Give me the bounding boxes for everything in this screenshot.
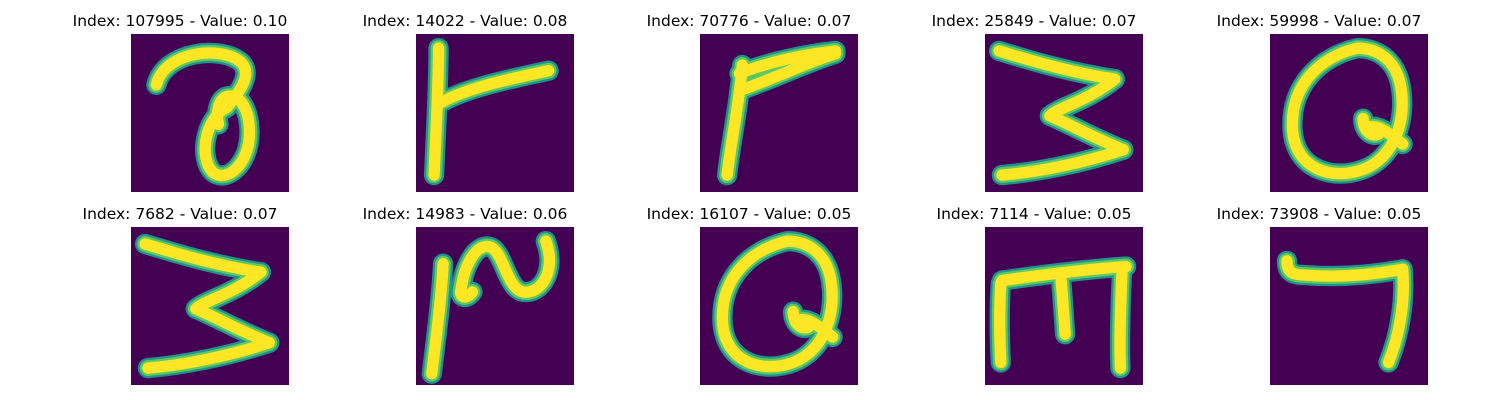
panel-title: Index: 16107 - Value: 0.05	[646, 205, 852, 223]
glyph-stroke	[431, 65, 555, 111]
glyph-stroke	[996, 144, 1129, 181]
panel-5: Index: 59998 - Value: 0.07	[1169, 0, 1469, 192]
glyph-stroke	[150, 47, 252, 113]
glyph-stroke	[199, 90, 256, 182]
digit-image	[131, 227, 289, 385]
digit-image	[416, 227, 574, 385]
panel-title: Index: 73908 - Value: 0.05	[1216, 205, 1422, 223]
digit-image	[985, 227, 1143, 385]
panel-title: Index: 14022 - Value: 0.08	[362, 12, 568, 30]
digit-image	[700, 34, 858, 192]
glyph-stroke	[1281, 255, 1409, 282]
glyph-stroke	[716, 235, 838, 373]
panel-title: Index: 7114 - Value: 0.05	[936, 205, 1132, 223]
glyph-stroke	[139, 238, 267, 278]
panel-6: Index: 7682 - Value: 0.07	[30, 193, 330, 385]
panel-title: Index: 70776 - Value: 0.07	[646, 12, 852, 30]
panel-2: Index: 14022 - Value: 0.08	[315, 0, 615, 192]
panel-title: Index: 25849 - Value: 0.07	[931, 12, 1137, 30]
digit-image	[1270, 227, 1428, 385]
panel-title: Index: 107995 - Value: 0.10	[72, 12, 288, 30]
glyph-stroke	[787, 306, 816, 334]
glyph-stroke	[733, 48, 842, 97]
panel-4: Index: 25849 - Value: 0.07	[884, 0, 1184, 192]
panel-8: Index: 16107 - Value: 0.05	[599, 193, 899, 385]
panel-1: Index: 107995 - Value: 0.10	[30, 0, 330, 192]
panel-title: Index: 14983 - Value: 0.06	[362, 205, 568, 223]
glyph-stroke	[1114, 263, 1128, 374]
glyph-stroke	[1286, 42, 1408, 180]
glyph-stroke	[428, 42, 445, 181]
glyph-stroke	[1357, 113, 1386, 141]
glyph-stroke	[426, 258, 449, 380]
glyph-stroke	[993, 45, 1121, 85]
digit-image	[1270, 34, 1428, 192]
glyph-stroke	[994, 277, 1007, 369]
glyph-stroke	[142, 337, 275, 374]
glyph-stroke	[1382, 263, 1409, 369]
panel-10: Index: 73908 - Value: 0.05	[1169, 193, 1469, 385]
glyph-stroke	[455, 283, 479, 303]
glyph-stroke	[455, 235, 556, 298]
panel-3: Index: 70776 - Value: 0.07	[599, 0, 899, 192]
panel-9: Index: 7114 - Value: 0.05	[884, 193, 1184, 385]
digit-image	[985, 34, 1143, 192]
glyph-stroke	[1055, 274, 1071, 340]
digit-image	[700, 227, 858, 385]
panel-title: Index: 7682 - Value: 0.07	[82, 205, 278, 223]
glyph-stroke	[1363, 121, 1409, 150]
glyph-stroke	[793, 314, 839, 343]
glyph-stroke	[996, 260, 1132, 287]
panel-title: Index: 59998 - Value: 0.07	[1216, 12, 1422, 30]
digit-image	[131, 34, 289, 192]
digit-image	[416, 34, 574, 192]
panel-7: Index: 14983 - Value: 0.06	[315, 193, 615, 385]
